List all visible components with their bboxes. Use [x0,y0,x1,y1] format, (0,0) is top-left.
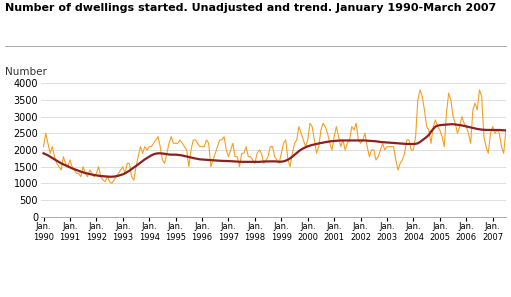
Text: Number: Number [5,67,47,77]
Text: Number of dwellings started. Unadjusted and trend. January 1990-March 2007: Number of dwellings started. Unadjusted … [5,3,496,13]
